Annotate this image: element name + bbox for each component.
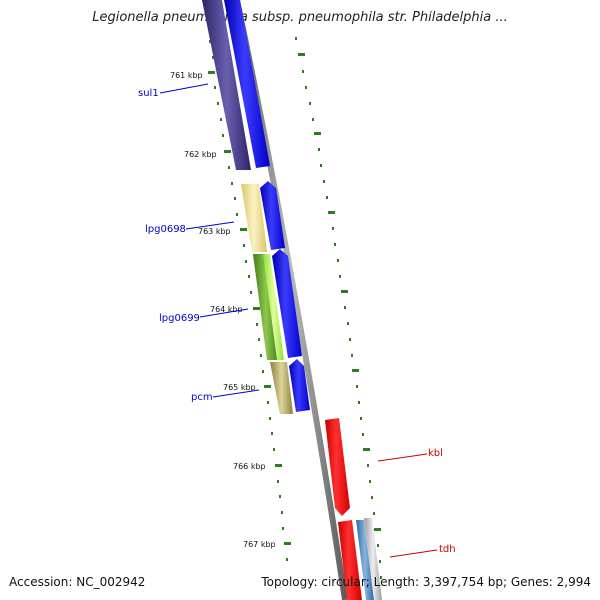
gene-label-kbl[interactable]: kbl xyxy=(428,448,443,459)
cog-segment-lpg0699-lime xyxy=(263,254,284,360)
tick-label-761: 761 kbp xyxy=(170,71,203,80)
accession-text: Accession: NC_002942 xyxy=(9,575,146,589)
scale-ticks xyxy=(208,71,291,545)
cds-sul1 xyxy=(224,0,270,168)
gene-label-lpg0699[interactable]: lpg0699 xyxy=(159,313,200,324)
cog-segment-tdh-steel xyxy=(356,520,374,600)
cog-segment-tdh-grey xyxy=(364,518,382,600)
tick-label-766: 766 kbp xyxy=(233,462,266,471)
cog-segment-lpg0699 xyxy=(253,254,279,360)
tick-label-762: 762 kbp xyxy=(184,150,217,159)
gene-label-sul1[interactable]: sul1 xyxy=(138,88,159,99)
tick-763 xyxy=(240,228,247,231)
tick-764 xyxy=(253,307,260,310)
cog-segment-lpg0698 xyxy=(241,184,267,252)
cog-segment-sul1 xyxy=(202,0,251,170)
tick-761 xyxy=(208,71,215,74)
tick-label-763: 763 kbp xyxy=(198,227,231,236)
tick-label-767: 767 kbp xyxy=(243,540,276,549)
tick-766 xyxy=(275,464,282,467)
gene-label-tdh[interactable]: tdh xyxy=(439,544,456,555)
tick-label-765: 765 kbp xyxy=(223,383,256,392)
gene-label-lpg0698[interactable]: lpg0698 xyxy=(145,224,186,235)
cog-segment-pcm xyxy=(270,362,293,414)
cds-lpg0699 xyxy=(272,249,302,358)
gene-leader-lines xyxy=(159,83,438,558)
cds-pcm xyxy=(289,359,310,412)
minor-ticks-inner xyxy=(209,40,288,561)
gene-label-pcm[interactable]: pcm xyxy=(191,392,213,403)
tick-label-764: 764 kbp xyxy=(210,305,243,314)
gene-labels: sul1 lpg0698 lpg0699 pcm kbl tdh xyxy=(138,88,456,555)
map-title: Legionella pneumophila subsp. pneumophil… xyxy=(92,10,508,25)
tick-767 xyxy=(284,542,291,545)
tick-765 xyxy=(264,385,271,388)
tick-labels: 761 kbp 762 kbp 763 kbp 764 kbp 765 kbp … xyxy=(170,71,276,549)
genome-summary-text: Topology: circular; Length: 3,397,754 bp… xyxy=(261,575,591,589)
cds-tdh xyxy=(338,520,362,600)
cds-lpg0698 xyxy=(260,181,285,250)
tick-762 xyxy=(224,150,231,153)
cds-kbl xyxy=(325,418,350,516)
outer-dotted-track xyxy=(295,37,382,579)
